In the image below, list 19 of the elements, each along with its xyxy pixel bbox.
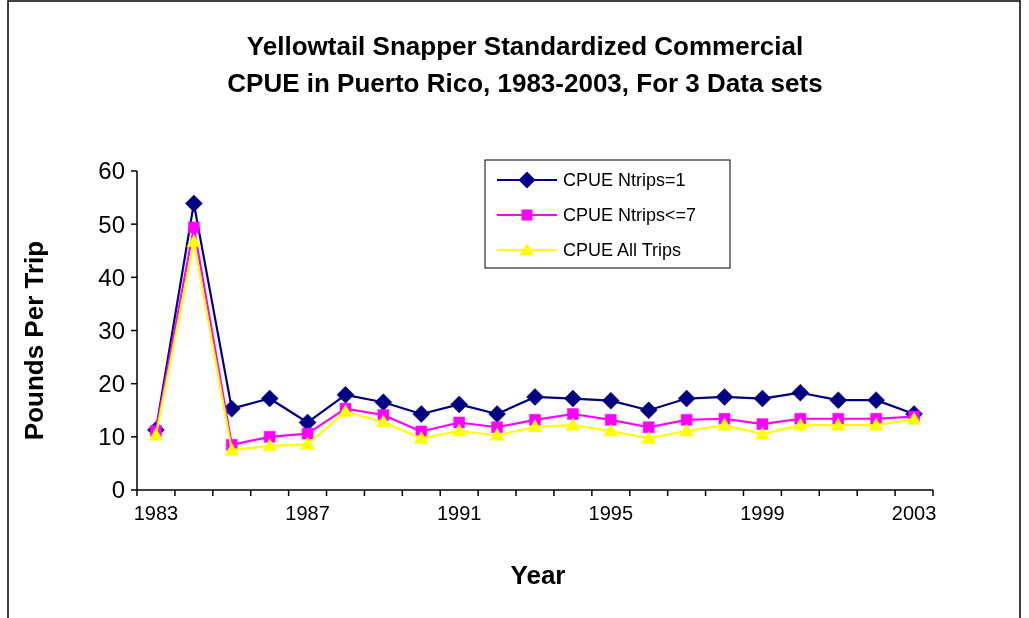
x-tick-label: 1983 <box>133 502 179 524</box>
legend-label: CPUE Ntrips<=7 <box>563 205 697 226</box>
y-tick-label: 20 <box>98 370 125 398</box>
y-tick-label: 0 <box>111 476 125 504</box>
legend-label: CPUE Ntrips=1 <box>563 170 686 191</box>
legend-label: CPUE All Trips <box>563 240 682 261</box>
x-tick-label: 1999 <box>740 502 785 524</box>
x-tick-label: 1991 <box>436 502 482 524</box>
x-tick-label: 1987 <box>285 502 330 524</box>
y-tick-label: 30 <box>98 316 125 344</box>
y-tick-label: 50 <box>98 210 125 238</box>
x-tick-label: 1995 <box>588 502 634 524</box>
y-axis-title: Pounds Per Trip <box>19 240 49 441</box>
chart-title: Yellowtail Snapper Standardized Commercial CPUE in Puerto Rico, 1983-2003, For 3 Data sets <box>227 31 823 98</box>
x-axis-title: Year <box>510 560 566 590</box>
y-tick-label: 40 <box>98 263 125 291</box>
y-tick-label: 10 <box>98 423 125 451</box>
x-tick-label: 2003 <box>891 502 937 524</box>
y-tick-label: 60 <box>98 157 125 185</box>
